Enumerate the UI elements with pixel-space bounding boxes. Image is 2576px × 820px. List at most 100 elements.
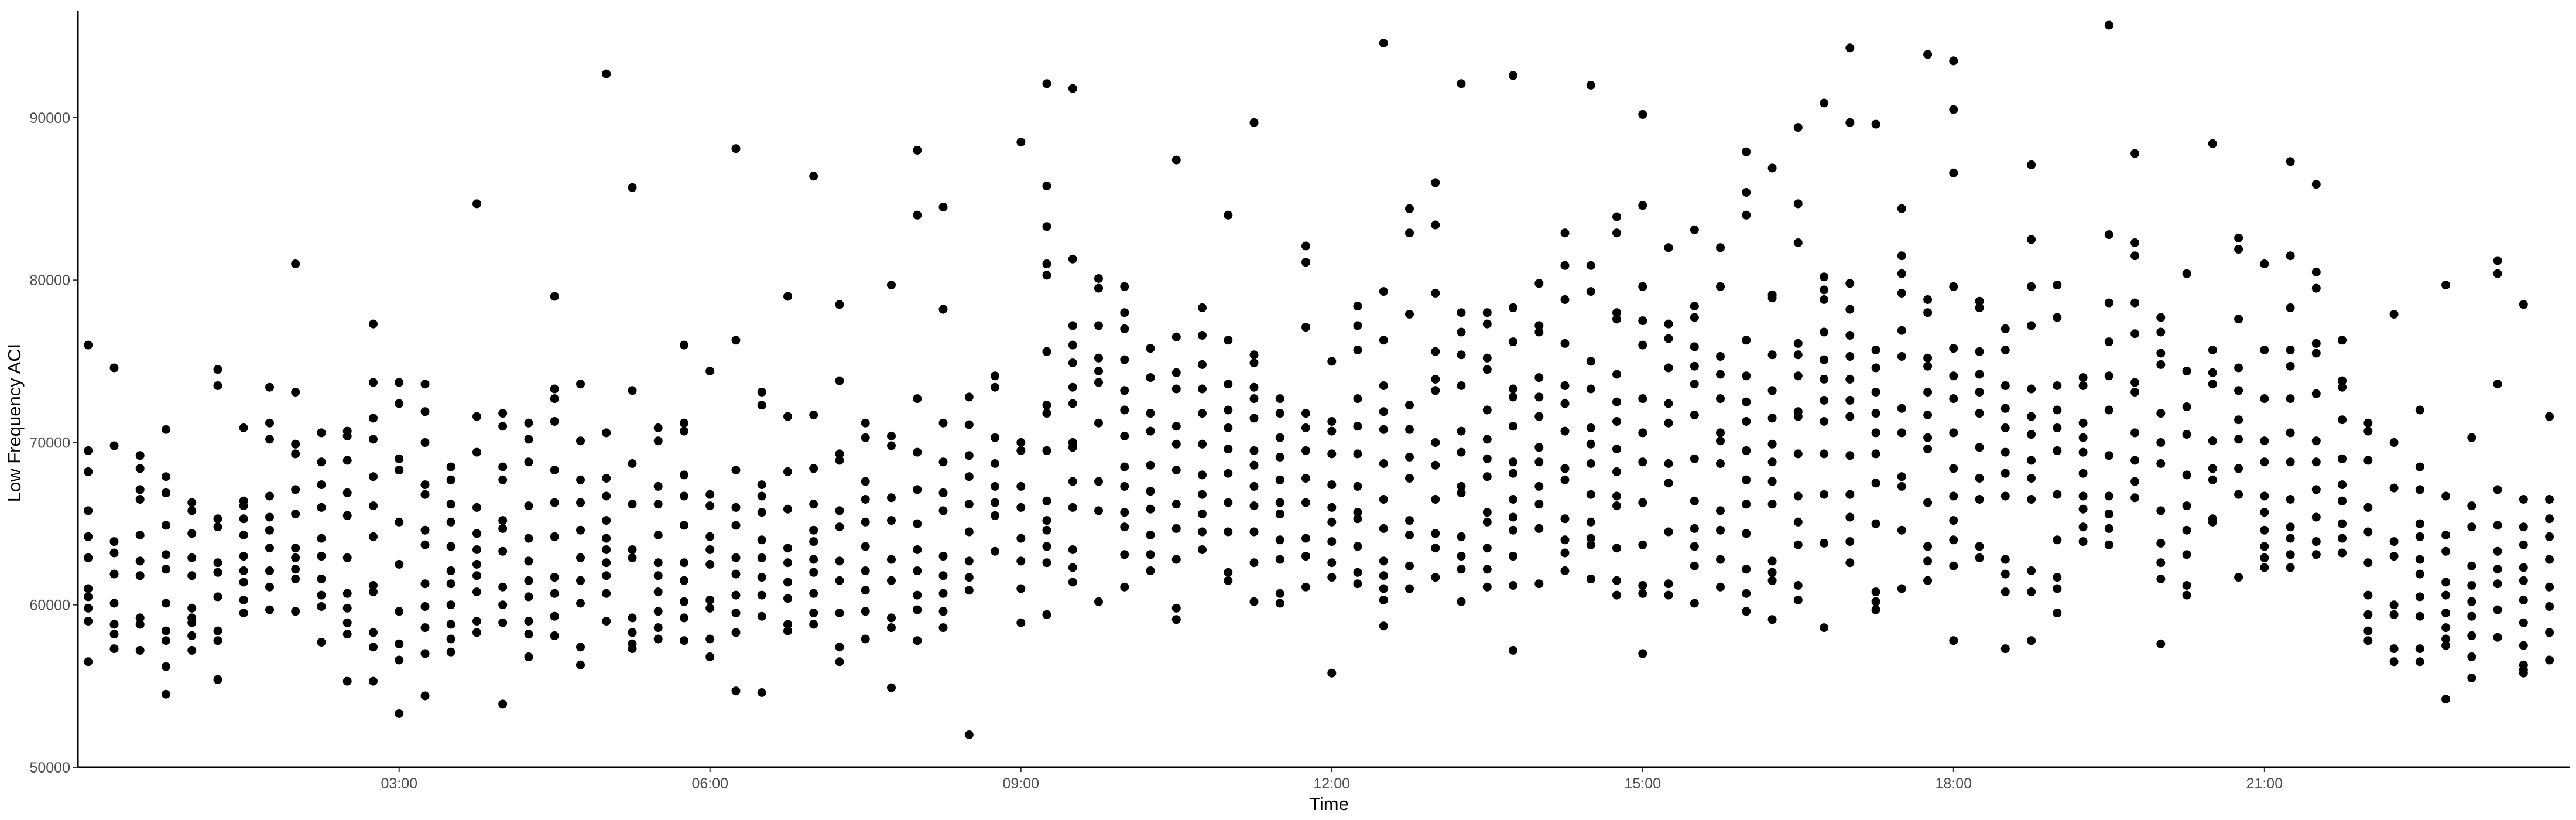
data-point <box>2441 281 2451 290</box>
data-point <box>1379 336 1388 345</box>
data-point <box>1171 615 1181 624</box>
data-point <box>1975 409 1984 418</box>
data-point <box>1690 302 1699 311</box>
data-point <box>2467 652 2476 661</box>
data-point <box>1949 428 1958 438</box>
data-point <box>680 470 688 480</box>
data-point <box>1612 491 1621 501</box>
data-point <box>1949 535 1958 545</box>
data-point <box>2363 426 2373 436</box>
data-point <box>524 457 533 467</box>
data-point <box>2311 550 2321 559</box>
data-point <box>472 559 481 569</box>
data-point <box>135 531 145 539</box>
data-point <box>2208 346 2217 354</box>
y-tick-label: 50000 <box>29 760 70 776</box>
data-point <box>2311 339 2321 348</box>
data-point <box>2389 310 2399 319</box>
data-point <box>1560 548 1570 558</box>
data-point <box>162 626 170 636</box>
data-point <box>1379 524 1388 533</box>
data-point <box>1586 423 1595 432</box>
data-point <box>964 392 974 402</box>
data-point <box>239 609 248 618</box>
data-point <box>653 423 663 432</box>
data-point <box>1871 119 1880 129</box>
data-point <box>1820 327 1829 337</box>
data-point <box>2104 405 2113 415</box>
data-point <box>1716 352 1725 361</box>
data-point <box>2467 581 2476 590</box>
data-point <box>1820 272 1829 282</box>
data-point <box>913 605 922 614</box>
data-point <box>991 511 999 520</box>
data-point <box>2027 412 2036 421</box>
data-point <box>1327 573 1337 582</box>
data-point <box>2389 483 2399 493</box>
data-point <box>1042 542 1051 551</box>
data-point <box>913 590 922 600</box>
data-point <box>1146 504 1155 514</box>
data-point <box>1482 353 1492 363</box>
data-point <box>1275 433 1284 442</box>
data-point <box>1094 321 1103 330</box>
data-point <box>887 441 896 450</box>
data-point <box>1949 561 1958 570</box>
data-point <box>265 544 274 553</box>
data-point <box>1949 394 1958 404</box>
x-tick-label: 15:00 <box>1625 775 1662 792</box>
data-point <box>420 438 430 447</box>
data-point <box>2286 346 2295 354</box>
data-point <box>576 553 585 562</box>
data-point <box>84 467 93 476</box>
data-point <box>576 380 585 389</box>
data-point <box>1690 380 1699 389</box>
data-point <box>1068 563 1077 572</box>
data-point <box>1845 395 1855 405</box>
data-point <box>1612 501 1621 511</box>
data-point <box>162 662 170 671</box>
data-point <box>1431 573 1440 582</box>
data-point <box>291 259 300 268</box>
data-point <box>2467 433 2476 442</box>
data-point <box>472 529 481 538</box>
data-point <box>1327 417 1337 426</box>
data-point <box>1897 472 1906 481</box>
data-point <box>1198 490 1207 499</box>
data-point <box>2389 657 2399 667</box>
data-point <box>1198 384 1207 394</box>
data-point <box>1975 303 1984 312</box>
data-point <box>1742 417 1751 426</box>
data-point <box>84 532 93 541</box>
data-point <box>1482 319 1492 329</box>
data-point <box>1016 556 1026 566</box>
data-point <box>1509 303 1517 312</box>
data-point <box>1249 558 1259 568</box>
data-point <box>1042 259 1051 268</box>
data-point <box>2415 657 2424 667</box>
data-point <box>1120 355 1129 364</box>
data-point <box>2545 532 2554 541</box>
data-point <box>1820 417 1829 426</box>
data-point <box>1690 454 1699 463</box>
data-point <box>1534 412 1544 421</box>
y-tick-label: 90000 <box>29 110 70 127</box>
data-point <box>446 517 455 527</box>
data-point <box>1042 79 1051 88</box>
data-point <box>2467 597 2476 606</box>
data-point <box>1120 481 1129 491</box>
data-point <box>291 439 300 449</box>
data-point <box>1431 460 1440 470</box>
data-point <box>2493 605 2502 614</box>
data-point <box>913 447 922 457</box>
data-point <box>705 490 715 499</box>
data-point <box>1171 466 1181 475</box>
data-point <box>2208 464 2217 473</box>
data-point <box>731 521 741 530</box>
data-point <box>135 620 145 629</box>
data-point <box>1171 384 1181 394</box>
data-point <box>1871 428 1880 438</box>
data-point <box>2363 418 2373 428</box>
data-point <box>1068 399 1077 408</box>
data-point <box>1379 584 1388 593</box>
